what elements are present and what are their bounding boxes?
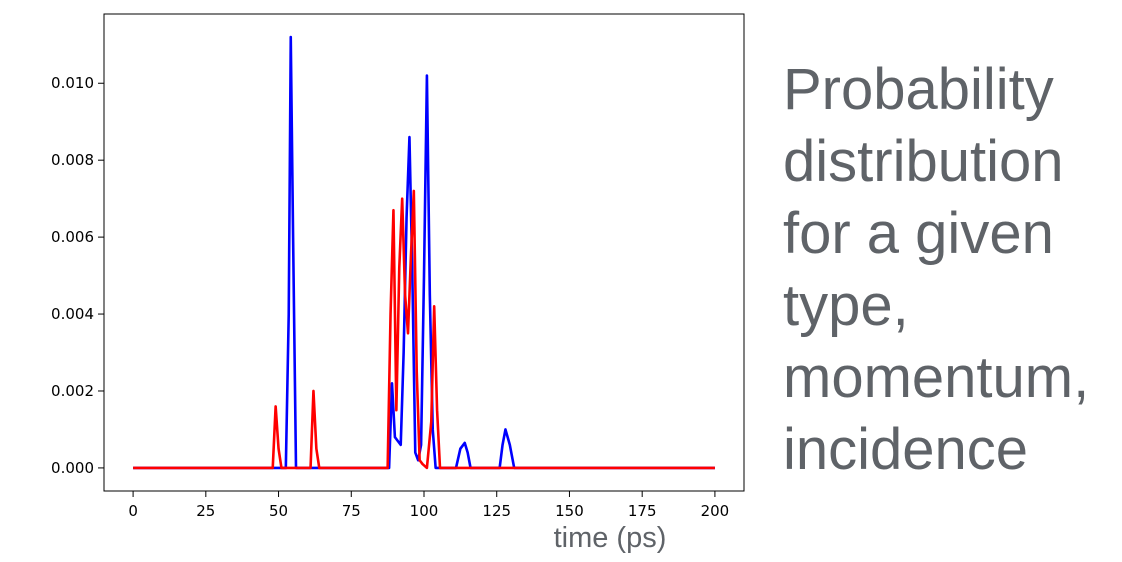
y-tick-label: 0.004: [51, 305, 94, 323]
x-axis-label: time (ps): [554, 522, 667, 554]
series-line-0: [133, 35, 715, 470]
side-caption: Probability distribution for a given type, m…: [783, 54, 1118, 486]
y-axis: 0.000 0.002 0.004 0.006 0.008 0.010: [51, 74, 104, 477]
y-tick-label: 0.010: [51, 74, 94, 92]
y-tick-label: 0.000: [51, 459, 94, 477]
x-axis: 0 25 50 75 100 125 150 175 200: [128, 491, 729, 520]
probability-chart: 0 25 50 75 100 125 150 175 200 0.0000.0020.0040.…: [51, 13, 745, 554]
side-caption-line: type,: [783, 273, 909, 338]
x-tick-label: 125: [482, 502, 511, 520]
x-tick-label: 0: [128, 502, 138, 520]
x-tick-label: 75: [342, 502, 361, 520]
x-tick-label: 50: [269, 502, 288, 520]
side-caption-line: momentum,: [783, 345, 1090, 410]
side-caption-line: Probability: [783, 57, 1054, 122]
y-tick-label: 0.006: [51, 228, 94, 246]
side-caption-line: for a given: [783, 201, 1054, 266]
x-tick-label: 150: [555, 502, 584, 520]
series-line-1: [133, 189, 715, 470]
y-tick-label: 0.002: [51, 382, 94, 400]
x-tick-label: 100: [410, 502, 439, 520]
x-tick-label: 200: [701, 502, 730, 520]
x-tick-label: 175: [628, 502, 657, 520]
y-tick-label: 0.008: [51, 151, 94, 169]
side-caption-line: distribution: [783, 129, 1064, 194]
side-caption-line: incidence: [783, 417, 1029, 482]
plot-lines: [133, 35, 715, 470]
x-tick-label: 25: [196, 502, 215, 520]
